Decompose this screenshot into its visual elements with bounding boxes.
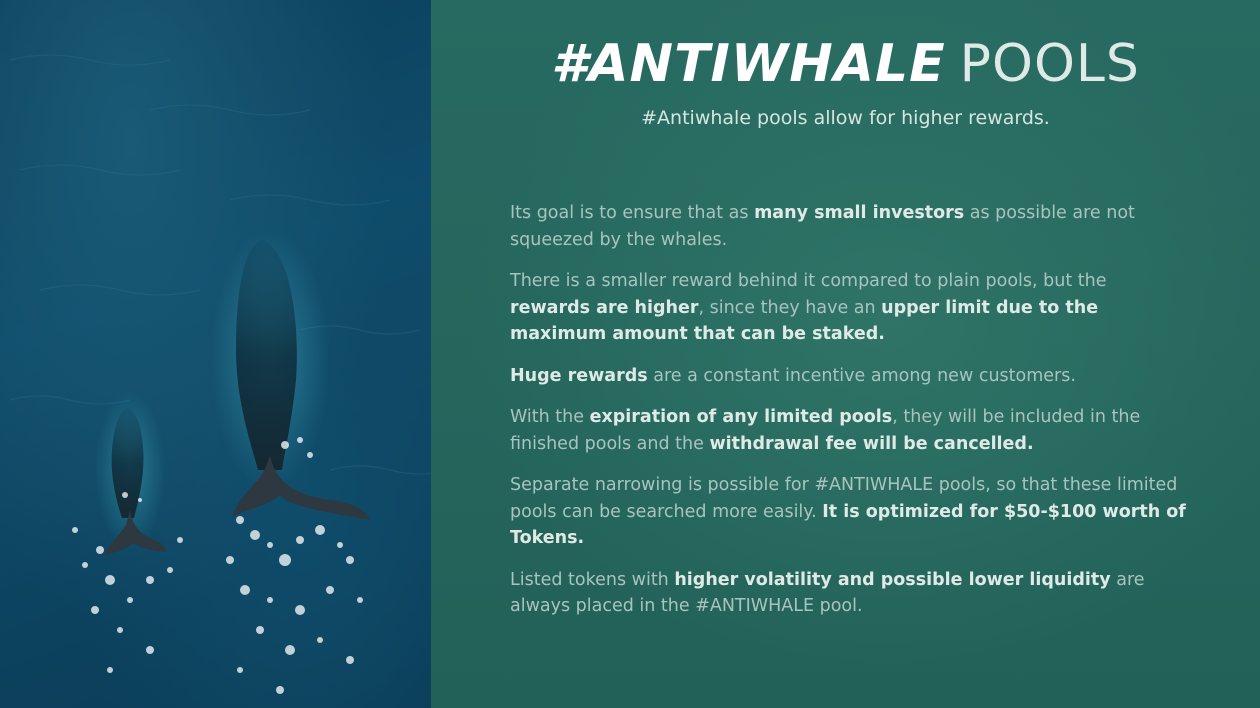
- emphasis-run: expiration of any limited pools: [589, 407, 893, 427]
- emphasis-run: many small investors: [754, 203, 965, 223]
- text-run: Its goal is to ensure that as: [510, 203, 755, 223]
- text-run: With the: [510, 407, 590, 427]
- paragraph: Listed tokens with higher volatility and…: [510, 567, 1190, 620]
- subtitle: #Antiwhale pools allow for higher reward…: [641, 107, 1050, 129]
- text-run: , they will be included in the finished …: [510, 407, 1141, 454]
- emphasis-run: Huge rewards: [510, 365, 648, 386]
- text-run: There is a smaller reward behind it comp…: [510, 271, 1107, 291]
- text-run: are a constant incentive among new custo…: [647, 365, 1076, 386]
- emphasis-run: higher volatility and possible lower liq…: [674, 569, 1111, 590]
- text-run: as possible are not squeezed by the whal…: [510, 203, 1135, 250]
- text-run: Separate narrowing is possible for #ANTI…: [510, 475, 1178, 522]
- paragraph: With the expiration of any limited pools…: [510, 404, 1190, 457]
- emphasis-run: withdrawal fee will be cancelled.: [709, 433, 1034, 454]
- text-run: , since they have an: [698, 297, 882, 318]
- body-text: Its goal is to ensure that as many small…: [510, 200, 1190, 635]
- emphasis-run: upper limit due to the maximum amount th…: [510, 297, 1099, 345]
- title-bold: #ANTIWHALE: [551, 34, 946, 94]
- title-light: POOLS: [959, 34, 1140, 94]
- paragraph: Huge rewards are a constant incentive am…: [510, 363, 1190, 390]
- whales-photo: [0, 0, 431, 708]
- text-run: Listed tokens with: [510, 569, 675, 590]
- emphasis-run: It is optimized for $50-$100 worth of To…: [510, 501, 1186, 549]
- paragraph: Separate narrowing is possible for #ANTI…: [510, 472, 1190, 552]
- text-run: are always placed in the #ANTIWHALE pool…: [510, 569, 1145, 617]
- paragraph: Its goal is to ensure that as many small…: [510, 200, 1190, 253]
- content-panel: #ANTIWHALE POOLS #Antiwhale pools allow f…: [431, 0, 1260, 708]
- whales-illustration: [9, 54, 431, 694]
- paragraph: There is a smaller reward behind it comp…: [510, 268, 1190, 348]
- page-title: #ANTIWHALE POOLS: [431, 34, 1260, 94]
- emphasis-run: rewards are higher: [510, 297, 699, 318]
